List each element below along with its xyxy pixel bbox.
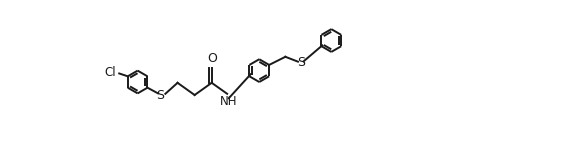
Text: S: S bbox=[297, 56, 305, 69]
Text: NH: NH bbox=[220, 95, 237, 108]
Text: O: O bbox=[206, 51, 217, 64]
Text: Cl: Cl bbox=[105, 66, 116, 79]
Text: S: S bbox=[157, 89, 165, 102]
